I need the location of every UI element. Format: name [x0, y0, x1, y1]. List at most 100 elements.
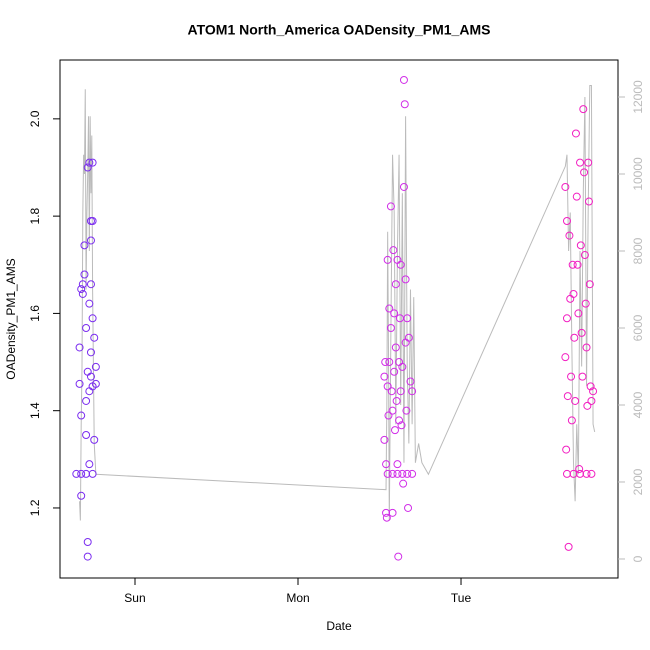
point	[383, 255, 392, 264]
point	[385, 304, 394, 313]
point	[580, 251, 589, 260]
point	[82, 396, 91, 405]
point	[569, 289, 578, 298]
point	[388, 508, 397, 517]
point	[564, 542, 573, 551]
point	[565, 231, 574, 240]
point	[85, 158, 94, 167]
y-axis-label: OADensity_PM1_AMS	[4, 258, 18, 379]
point	[580, 168, 589, 177]
point	[78, 289, 87, 298]
point	[568, 260, 577, 269]
point	[80, 270, 89, 279]
point	[579, 105, 588, 114]
point	[388, 469, 397, 478]
point	[387, 387, 396, 396]
x-tick-label: Sun	[124, 591, 145, 605]
point	[402, 406, 411, 415]
point	[404, 503, 413, 512]
point	[576, 158, 585, 167]
point	[389, 246, 398, 255]
point	[72, 469, 81, 478]
x-tick-label: Mon	[286, 591, 309, 605]
point	[88, 314, 97, 323]
point	[571, 129, 580, 138]
point	[567, 416, 576, 425]
point	[393, 460, 402, 469]
point	[388, 406, 397, 415]
point	[572, 192, 581, 201]
point	[567, 372, 576, 381]
point	[380, 435, 389, 444]
point	[581, 299, 590, 308]
point	[399, 75, 408, 84]
x-axis-label: Date	[326, 619, 352, 633]
point	[86, 348, 95, 357]
point	[577, 328, 586, 337]
point	[589, 387, 598, 396]
point	[408, 387, 417, 396]
point	[385, 358, 394, 367]
point	[88, 158, 97, 167]
point	[404, 333, 413, 342]
chart-title: ATOM1 North_America OADensity_PM1_AMS	[188, 22, 491, 38]
y-tick-label: 1.2	[28, 499, 42, 516]
point	[393, 469, 402, 478]
point	[77, 285, 86, 294]
point	[86, 372, 95, 381]
point	[398, 362, 407, 371]
point	[394, 552, 403, 561]
point	[83, 538, 92, 547]
point	[88, 469, 97, 478]
point	[398, 469, 407, 478]
point	[82, 431, 91, 440]
point	[391, 343, 400, 352]
point	[587, 469, 596, 478]
point	[77, 491, 86, 500]
point	[401, 275, 410, 284]
point	[396, 260, 405, 269]
plot-frame	[59, 59, 619, 579]
point	[85, 299, 94, 308]
point	[77, 469, 86, 478]
point	[399, 479, 408, 488]
y2-tick-label: 12000	[631, 80, 645, 114]
point	[86, 236, 95, 245]
point	[578, 372, 587, 381]
point	[382, 513, 391, 522]
point	[390, 367, 399, 376]
point	[403, 314, 412, 323]
point	[386, 202, 395, 211]
point	[584, 158, 593, 167]
y2-tick-label: 10000	[631, 157, 645, 191]
point	[397, 421, 406, 430]
point	[562, 216, 571, 225]
point	[78, 280, 87, 289]
point	[562, 445, 571, 454]
point	[573, 260, 582, 269]
point	[383, 469, 392, 478]
y2-tick-label: 8000	[631, 237, 645, 264]
point	[88, 216, 97, 225]
point	[390, 309, 399, 318]
point	[382, 460, 391, 469]
point	[396, 387, 405, 396]
point	[380, 372, 389, 381]
point	[561, 182, 570, 191]
point	[83, 163, 92, 172]
point	[403, 469, 412, 478]
point	[82, 323, 91, 332]
point	[563, 392, 572, 401]
point	[90, 333, 99, 342]
point	[90, 435, 99, 444]
y2-tick-label: 4000	[631, 391, 645, 418]
point	[570, 333, 579, 342]
point	[383, 382, 392, 391]
point	[384, 411, 393, 420]
point	[406, 377, 415, 386]
point	[86, 280, 95, 289]
point	[574, 309, 583, 318]
y2-tick-label: 2000	[631, 468, 645, 495]
y-tick-label: 2.0	[28, 110, 42, 127]
